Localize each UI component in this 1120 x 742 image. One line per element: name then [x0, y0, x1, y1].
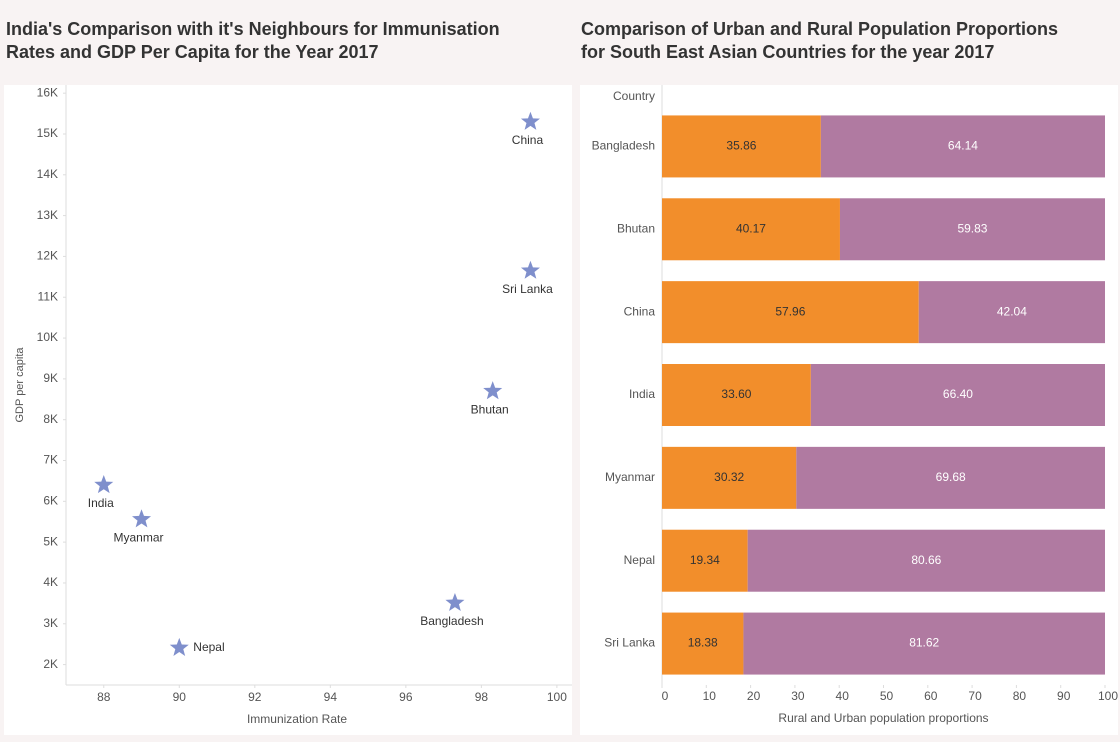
point-label: India — [88, 496, 114, 510]
value-label: 35.86 — [726, 139, 756, 153]
y-tick-label: 13K — [37, 208, 58, 222]
y-tick-label: 7K — [43, 453, 58, 467]
x-axis-label: Rural and Urban population proportions — [778, 711, 988, 725]
y-tick-label: 11K — [38, 289, 58, 303]
chart-title: for South East Asian Countries for the y… — [581, 42, 994, 62]
point-label: Myanmar — [114, 530, 164, 544]
chart-title: Comparison of Urban and Rural Population… — [581, 19, 1058, 39]
bar-segment — [810, 364, 1105, 426]
x-tick-label: 0 — [662, 689, 669, 703]
value-label: 33.60 — [721, 387, 751, 401]
category-label: Myanmar — [605, 470, 655, 484]
value-label: 80.66 — [911, 553, 941, 567]
x-tick-label: 10 — [703, 689, 717, 703]
category-label: Sri Lanka — [604, 636, 655, 650]
star-marker — [445, 592, 465, 612]
x-tick-label: 80 — [1013, 689, 1027, 703]
value-label: 18.38 — [688, 636, 718, 650]
left-panel — [4, 85, 572, 735]
value-label: 40.17 — [736, 221, 766, 235]
y-tick-label: 5K — [43, 534, 58, 548]
bar-segment — [820, 115, 1105, 178]
y-tick-label: 15K — [37, 126, 58, 140]
y-tick-label: 14K — [37, 167, 58, 181]
x-tick-label: 70 — [968, 689, 982, 703]
category-label: China — [624, 304, 656, 318]
value-label: 59.83 — [957, 221, 987, 235]
star-marker — [132, 509, 152, 528]
value-label: 19.34 — [690, 553, 720, 567]
chart-title: Rates and GDP Per Capita for the Year 20… — [6, 42, 379, 62]
point-label: Bhutan — [471, 402, 509, 416]
x-tick-label: 96 — [399, 690, 413, 704]
category-label: Bangladesh — [592, 139, 655, 153]
value-label: 64.14 — [948, 139, 978, 153]
x-tick-label: 92 — [248, 690, 262, 704]
category-label: Nepal — [624, 553, 655, 567]
bar-segment — [662, 612, 744, 675]
value-label: 66.40 — [943, 387, 973, 401]
y-tick-label: 3K — [43, 616, 58, 630]
chart-title: India's Comparison with it's Neighbours … — [6, 19, 500, 39]
x-tick-label: 100 — [547, 690, 567, 704]
bar-segment — [743, 612, 1105, 675]
x-axis-label: Immunization Rate — [247, 712, 347, 726]
bar-segment — [662, 281, 919, 344]
bar-segment — [796, 446, 1105, 509]
value-label: 30.32 — [714, 470, 744, 484]
y-axis-label: GDP per capita — [14, 347, 26, 423]
y-tick-label: 8K — [43, 412, 58, 426]
y-tick-label: 10K — [37, 330, 58, 344]
category-label: India — [629, 387, 655, 401]
star-marker — [483, 381, 503, 400]
value-label: 69.68 — [936, 470, 966, 484]
x-tick-label: 90 — [173, 690, 187, 704]
point-label: Bangladesh — [420, 614, 483, 628]
value-label: 81.62 — [909, 636, 939, 650]
x-tick-label: 88 — [97, 690, 111, 704]
star-marker — [520, 260, 540, 279]
x-tick-label: 94 — [324, 690, 338, 704]
x-tick-label: 20 — [747, 689, 761, 703]
bar-segment — [662, 446, 797, 509]
x-tick-label: 50 — [880, 689, 894, 703]
bar-segment — [662, 529, 748, 592]
bar-segment — [662, 198, 840, 261]
x-tick-label: 100 — [1098, 689, 1118, 703]
bar-segment — [662, 364, 811, 426]
star-marker — [94, 475, 114, 494]
point-label: Sri Lanka — [502, 282, 553, 296]
bar-segment — [839, 198, 1105, 261]
point-label: Nepal — [193, 640, 224, 654]
bar-segment — [747, 529, 1105, 592]
y-tick-label: 4K — [43, 575, 58, 589]
x-tick-label: 98 — [475, 690, 489, 704]
category-label: Bhutan — [617, 221, 655, 235]
star-marker — [169, 637, 189, 656]
bar-segment — [918, 281, 1105, 344]
y-tick-label: 16K — [37, 85, 58, 99]
x-tick-label: 60 — [924, 689, 938, 703]
star-marker — [520, 111, 540, 130]
y-tick-label: 12K — [37, 249, 58, 263]
bar-segment — [662, 115, 821, 178]
point-label: China — [512, 133, 544, 147]
y-tick-label: 9K — [43, 371, 58, 385]
x-tick-label: 90 — [1057, 689, 1071, 703]
y-axis-header: Country — [613, 89, 655, 103]
value-label: 57.96 — [775, 304, 805, 318]
x-tick-label: 40 — [836, 689, 850, 703]
y-tick-label: 6K — [43, 493, 58, 507]
y-tick-label: 2K — [43, 657, 58, 671]
x-tick-label: 30 — [791, 689, 805, 703]
value-label: 42.04 — [997, 304, 1027, 318]
